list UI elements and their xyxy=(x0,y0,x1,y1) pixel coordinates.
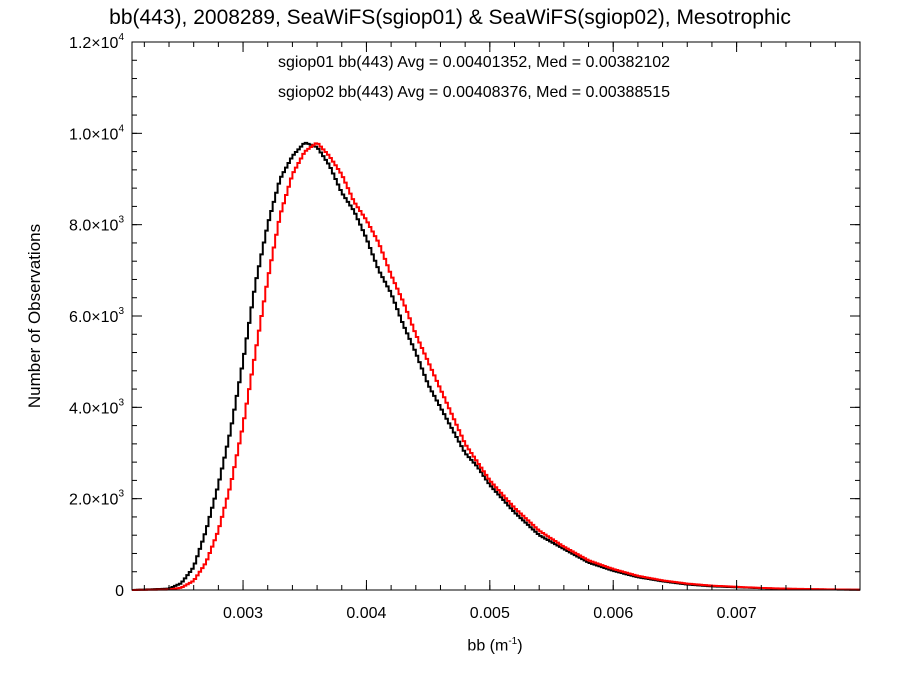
chart-title: bb(443), 2008289, SeaWiFS(sgiop01) & Sea… xyxy=(109,6,791,29)
x-axis-label-text: bb (m xyxy=(467,637,509,655)
legend-sgiop02: sgiop02 bb(443) Avg = 0.00408376, Med = … xyxy=(278,84,671,101)
x-tick-label: 0.006 xyxy=(593,605,633,622)
plot-frame xyxy=(131,41,861,591)
series-sgiop01 xyxy=(132,141,860,591)
y-tick-label: 6.0×103 xyxy=(69,306,124,326)
axis-layer: 0.003 0.004 0.005 0.006 0.007 0 2.0×103 4.0×103… xyxy=(69,32,861,622)
y-tick-label: 2.0×103 xyxy=(69,489,124,509)
x-tick-label: 0.007 xyxy=(717,605,757,622)
x-axis-label: bb (m-1) xyxy=(467,636,522,655)
legend-sgiop01: sgiop01 bb(443) Avg = 0.00401352, Med = … xyxy=(278,54,671,71)
y-tick-label: 0 xyxy=(115,583,124,600)
y-tick-label: 8.0×103 xyxy=(69,215,124,235)
series-layer xyxy=(132,141,860,591)
y-tick-label: 1.2×104 xyxy=(69,32,124,52)
x-axis-label-close: ) xyxy=(517,637,523,655)
x-tick-label: 0.005 xyxy=(470,605,510,622)
x-tick-label: 0.003 xyxy=(223,605,263,622)
series-sgiop02 xyxy=(132,142,860,591)
y-tick-label: 1.0×104 xyxy=(69,123,124,143)
x-axis-label-exponent: -1 xyxy=(508,636,518,647)
x-tick-label: 0.004 xyxy=(346,605,386,622)
y-tick-label: 4.0×103 xyxy=(69,397,124,417)
